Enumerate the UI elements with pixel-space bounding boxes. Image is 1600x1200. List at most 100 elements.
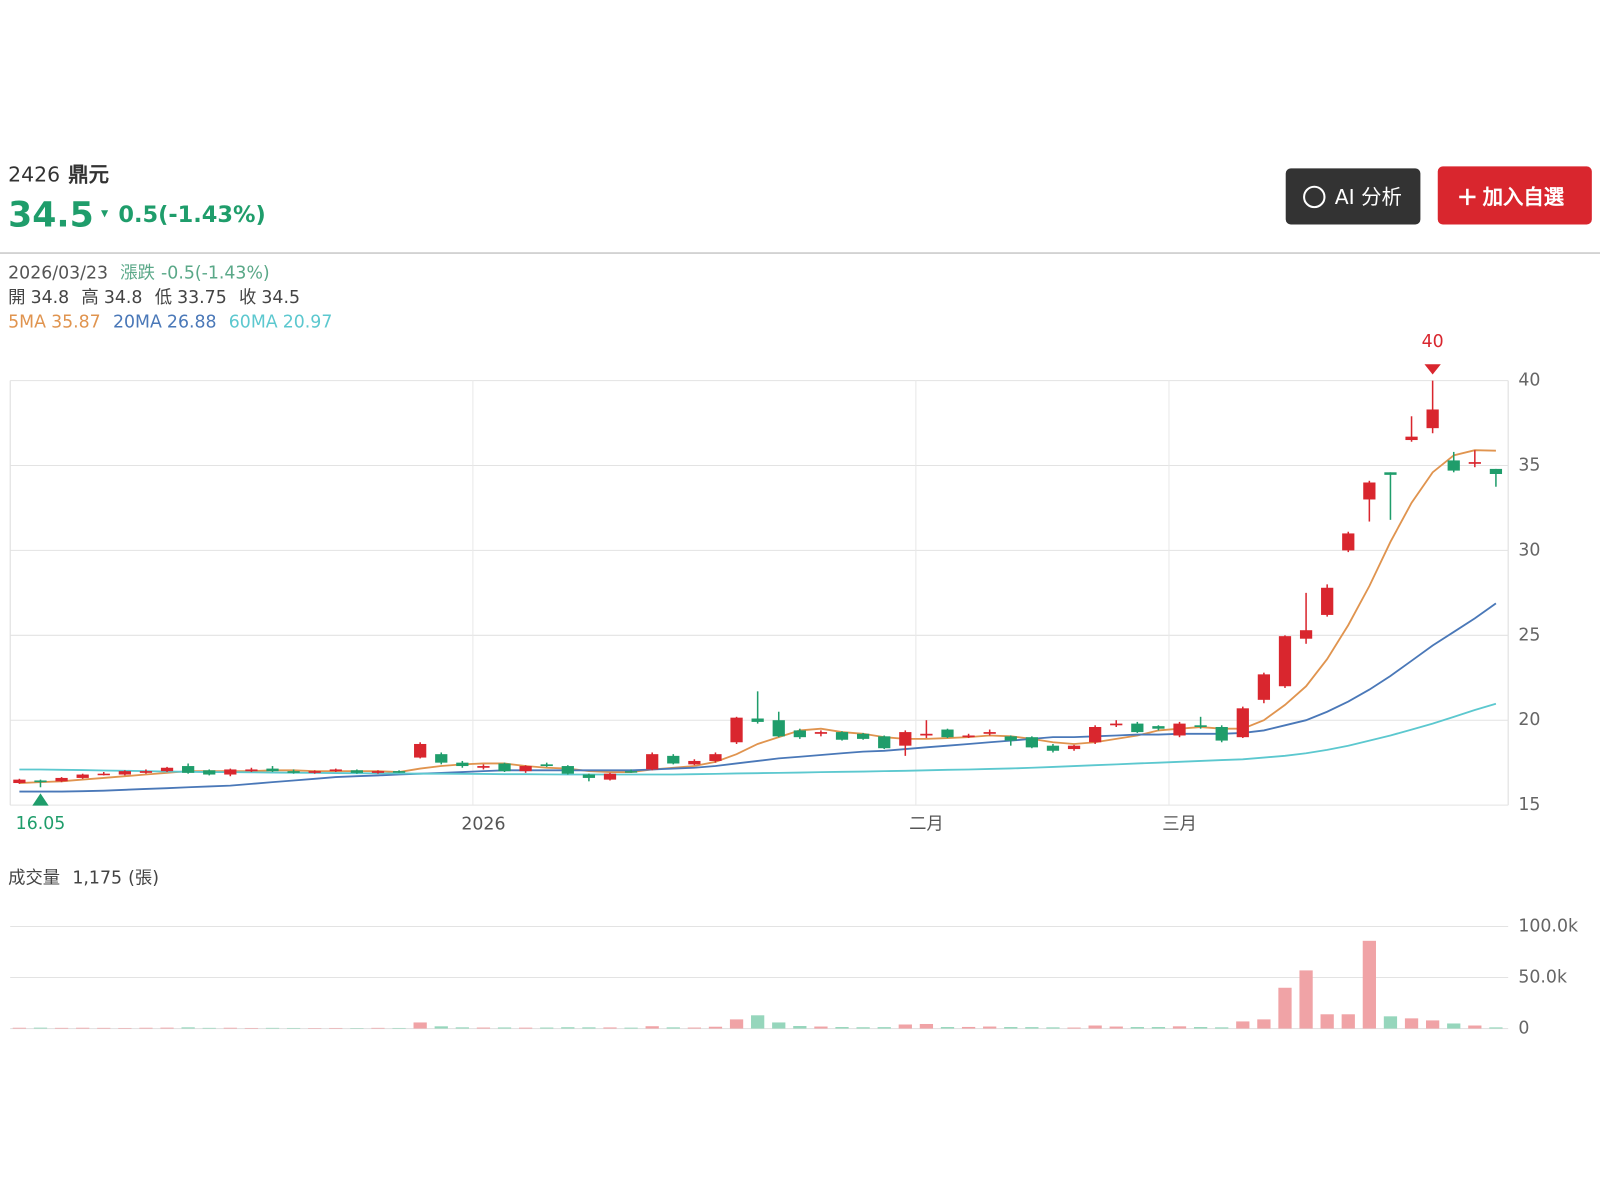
candle-body [97,773,110,776]
candle-body [1342,533,1355,551]
candle-body [561,766,574,774]
candle-body [371,771,385,773]
volume-unit: (張) [128,869,159,889]
candle-body [519,766,532,772]
volume-bar [983,1026,997,1029]
candle-body [920,733,933,736]
y-tick-label: 0 [1518,1019,1529,1039]
y-tick-label: 40 [1518,371,1540,391]
ohlc-label: 開 [8,288,25,308]
candle-body [182,766,195,773]
change-value: -0.5(-1.43%) [161,263,270,283]
volume-bar [455,1027,469,1029]
name: 鼎元 [68,163,109,187]
volume-bar [181,1027,195,1029]
volume-bar [1130,1027,1144,1029]
watch-button-label[interactable]: 加入自選 [1482,185,1565,209]
info-line-2: 開 34.8 高 34.8 低 33.75 收 34.5 [8,288,300,308]
candle-body [266,768,279,772]
candle-body [55,777,68,782]
y-tick-label: 20 [1518,710,1540,730]
max-label: 40 [1422,332,1444,352]
candle-body [308,771,321,773]
ma-value: 35.87 [51,312,101,332]
volume-bar [561,1027,575,1029]
candle-body [1489,468,1503,475]
candle-body [350,770,364,773]
x-tick-label: 2026 [461,814,505,834]
volume-bar [814,1026,828,1029]
volume-bar [708,1026,723,1029]
candle-body [1110,723,1123,726]
volume-bar [497,1027,512,1029]
volume-bar [645,1026,659,1029]
candle-body [835,732,849,740]
volume-bar [624,1027,638,1029]
volume-bar [1088,1025,1102,1029]
candle-body [1236,708,1249,738]
candle-body [793,730,806,738]
min-marker [32,793,49,806]
volume-bar [666,1027,680,1029]
watch-button[interactable]: 加入自選 [1437,166,1592,225]
volume-bar [1109,1026,1123,1029]
volume-bar [603,1027,617,1029]
volume-bar [308,1028,322,1029]
volume-bar [919,1023,934,1029]
volume-bar [476,1027,491,1029]
candle-body [203,770,216,775]
y-tick-label: 100.0k [1518,917,1578,937]
candle-body [1004,736,1017,741]
price-change: 0.5(-1.43%) [118,202,265,228]
ohlc-value: 33.75 [177,288,227,308]
candle-body [1089,726,1102,743]
watch-button-bg[interactable] [1437,166,1592,225]
volume-bar [898,1024,912,1029]
y-tick-label: 25 [1518,625,1540,645]
ma-value: 26.88 [167,312,217,332]
candle-body [878,736,891,749]
candle-body [498,763,511,772]
candle-body [1426,409,1439,429]
candle-body [899,732,912,746]
volume-bar [223,1027,237,1029]
ai-button[interactable]: AI 分析 [1285,168,1421,225]
volume-bar [118,1027,132,1029]
volume-bar [350,1028,364,1029]
candle-body [1067,745,1081,750]
candle-body [709,754,722,761]
ai-button-bg[interactable] [1285,168,1421,225]
code: 2426 [8,163,60,187]
candle-body [962,735,975,738]
candle-body [118,771,131,775]
candle-body [856,733,870,739]
ohlc-value: 34.8 [31,288,70,308]
volume-bar [392,1027,406,1029]
volume-bar [1362,940,1376,1029]
candle-body [456,762,469,767]
y-tick-label: 15 [1518,795,1540,815]
candle-body [983,732,996,734]
volume-header: 成交量 1,175 (張) [8,869,159,889]
candle-body [76,774,89,778]
volume-bar [1489,1027,1503,1029]
volume-title: 成交量 [8,869,60,889]
volume-bar [329,1027,343,1029]
candle-body [1405,436,1418,441]
volume-bar [1426,1020,1440,1029]
volume-bar [265,1027,280,1029]
ohlc-value: 34.5 [261,288,300,308]
ai-icon [1303,185,1326,209]
ohlc-value: 34.8 [104,288,143,308]
candle-body [1194,725,1207,727]
volume-bar [434,1026,448,1029]
info-line-1: 2026/03/23 漲跌 -0.5(-1.43%) [8,263,270,283]
info-line-3: 5MA 35.87 20MA 26.88 60MA 20.97 [8,312,332,332]
ma-line [19,602,1497,793]
candle-body [329,769,342,772]
volume-bar [540,1027,554,1029]
ai-button-label[interactable]: AI 分析 [1335,185,1402,209]
candle-body [287,771,300,773]
volume-bar [12,1027,27,1029]
price: 34.5 [8,195,94,235]
